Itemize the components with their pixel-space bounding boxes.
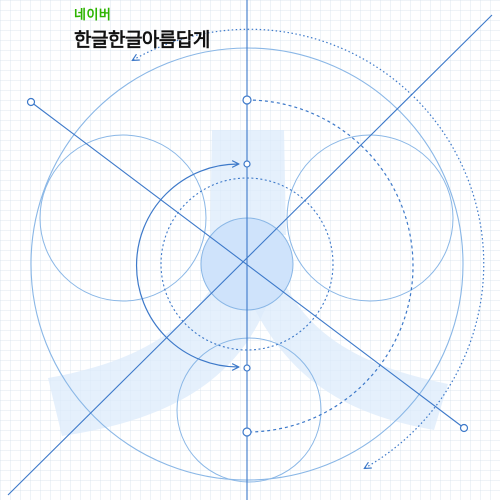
node-lower-axis	[243, 364, 251, 372]
node-top	[242, 95, 252, 105]
node-markers	[26, 95, 469, 437]
diagonal-line-falling	[30, 101, 465, 429]
left-solid-arc	[135, 164, 238, 367]
node-line-end-right	[459, 423, 469, 433]
construction-lines	[7, 0, 493, 500]
guide-circle-left	[39, 134, 207, 302]
node-upper-axis	[243, 160, 251, 168]
outer-dotted-arc	[133, 28, 485, 468]
naver-hangul-logo: 네이버 한글한글아름답게	[74, 8, 210, 53]
naver-wordmark: 네이버	[74, 8, 112, 23]
diagonal-line-rising	[7, 14, 493, 496]
node-line-end-left	[26, 97, 36, 107]
glyph-right-stroke	[254, 278, 448, 430]
node-bottom	[242, 427, 252, 437]
right-dashed-arc	[246, 99, 414, 433]
hangul-tagline: 한글한글아름답게	[74, 29, 210, 51]
guide-circle-right	[286, 134, 454, 302]
inner-dotted-circle	[160, 177, 334, 351]
